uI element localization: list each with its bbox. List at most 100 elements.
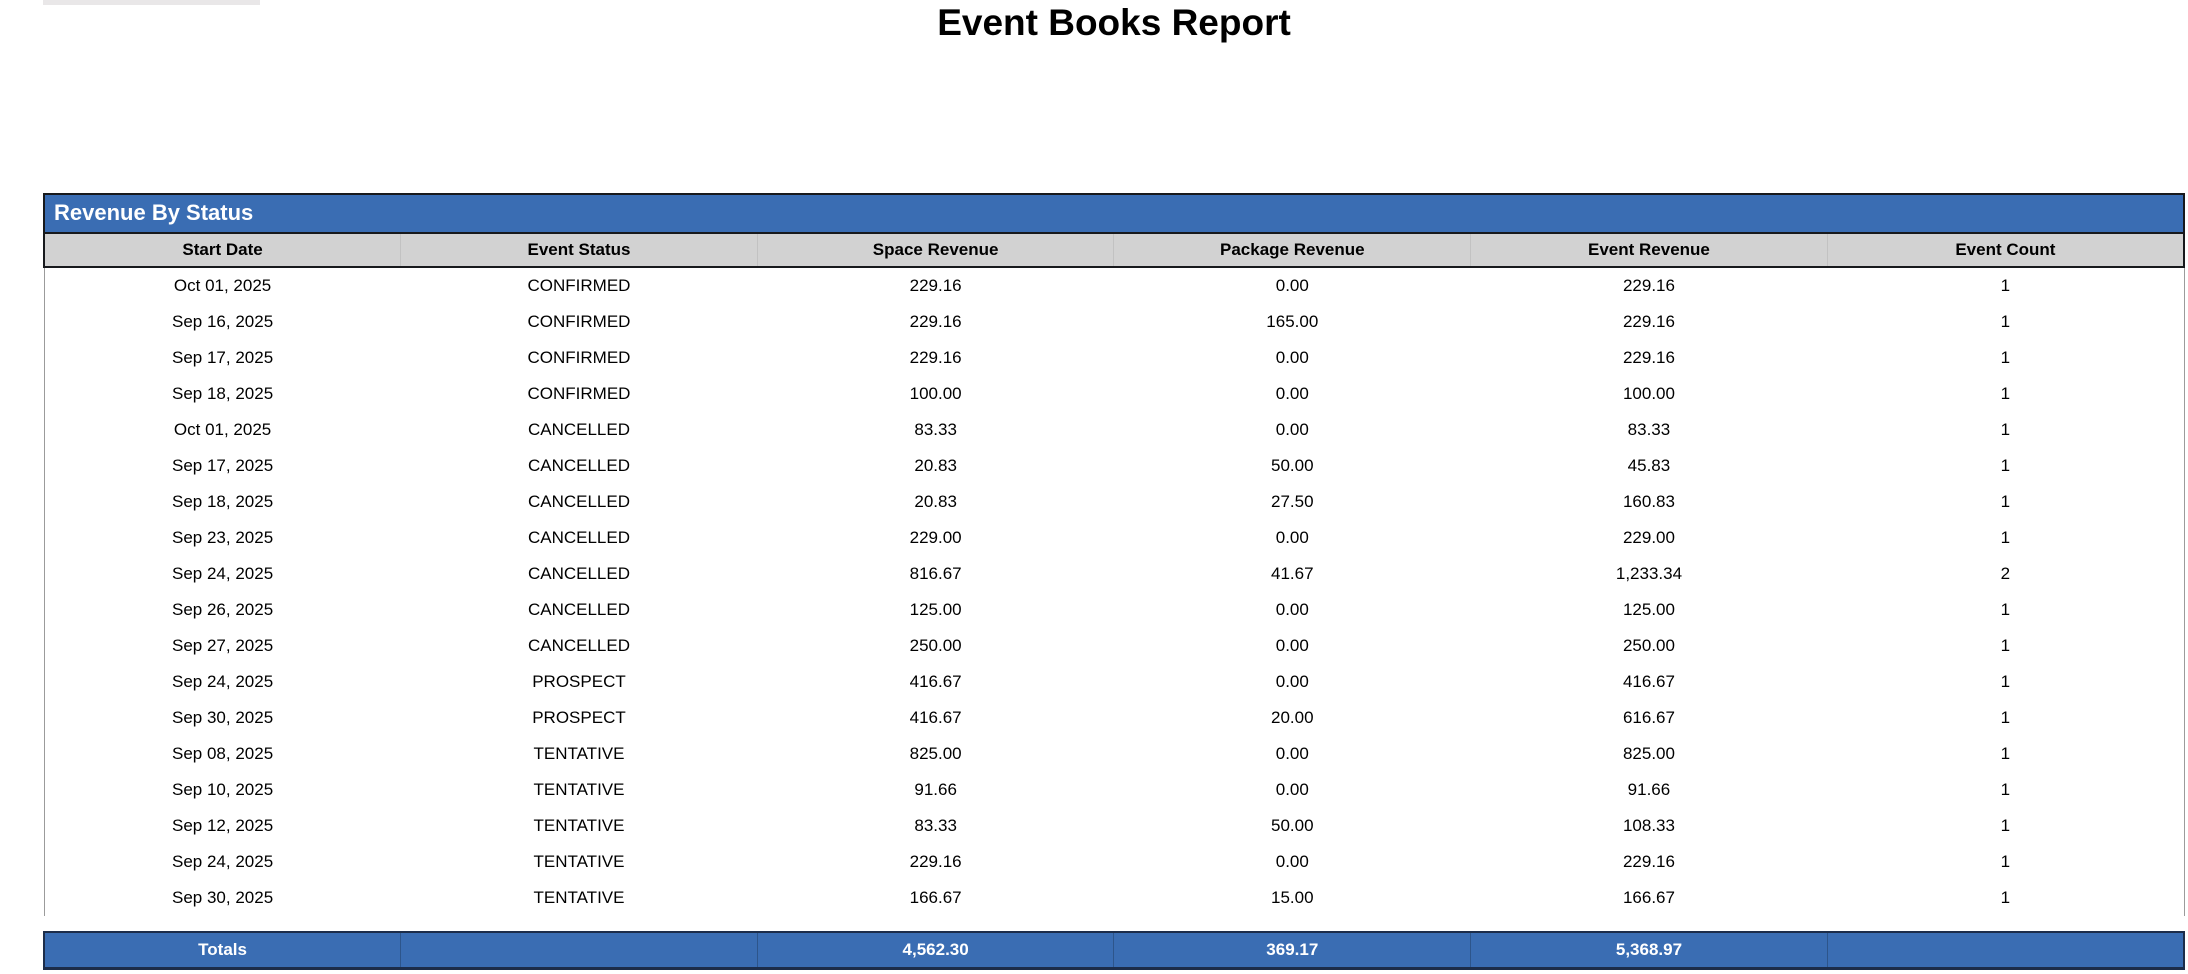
cell-event-count: 1 <box>1827 340 2185 376</box>
cell-event-revenue: 616.67 <box>1470 700 1828 736</box>
cell-event-revenue: 825.00 <box>1470 736 1828 772</box>
cell-package-revenue: 41.67 <box>1113 556 1471 592</box>
cell-event-revenue: 83.33 <box>1470 412 1828 448</box>
column-header-event-revenue: Event Revenue <box>1470 232 1828 268</box>
cell-start-date: Sep 23, 2025 <box>43 520 401 556</box>
totals-package-revenue: 369.17 <box>1113 931 1471 970</box>
cell-event-count: 1 <box>1827 880 2185 916</box>
cell-event-count: 1 <box>1827 520 2185 556</box>
cell-package-revenue: 0.00 <box>1113 736 1471 772</box>
table-row: Sep 17, 2025 CANCELLED 20.83 50.00 45.83… <box>43 448 2185 484</box>
column-header-package-revenue: Package Revenue <box>1113 232 1471 268</box>
cell-event-count: 2 <box>1827 556 2185 592</box>
cell-event-revenue: 45.83 <box>1470 448 1828 484</box>
cell-start-date: Sep 08, 2025 <box>43 736 401 772</box>
cell-event-revenue: 229.00 <box>1470 520 1828 556</box>
cell-event-status: CANCELLED <box>400 592 758 628</box>
cell-event-count: 1 <box>1827 412 2185 448</box>
cell-event-status: TENTATIVE <box>400 772 758 808</box>
cell-event-revenue: 229.16 <box>1470 340 1828 376</box>
cell-package-revenue: 0.00 <box>1113 267 1471 304</box>
cell-start-date: Sep 18, 2025 <box>43 376 401 412</box>
table-row: Sep 10, 2025 TENTATIVE 91.66 0.00 91.66 … <box>43 772 2185 808</box>
cell-start-date: Sep 26, 2025 <box>43 592 401 628</box>
cell-event-count: 1 <box>1827 628 2185 664</box>
column-header-event-count: Event Count <box>1826 232 2185 268</box>
cell-package-revenue: 0.00 <box>1113 772 1471 808</box>
cell-event-revenue: 91.66 <box>1470 772 1828 808</box>
cell-space-revenue: 825.00 <box>757 736 1114 772</box>
cell-event-revenue: 416.67 <box>1470 664 1828 700</box>
table-row: Oct 01, 2025 CANCELLED 83.33 0.00 83.33 … <box>43 412 2185 448</box>
cell-event-status: TENTATIVE <box>400 808 758 844</box>
cell-start-date: Sep 10, 2025 <box>43 772 401 808</box>
column-header-event-status: Event Status <box>400 232 758 268</box>
cell-event-revenue: 108.33 <box>1470 808 1828 844</box>
cell-space-revenue: 125.00 <box>757 592 1114 628</box>
table-row: Sep 24, 2025 TENTATIVE 229.16 0.00 229.1… <box>43 844 2185 880</box>
cell-start-date: Oct 01, 2025 <box>43 267 401 304</box>
cell-start-date: Sep 24, 2025 <box>43 844 401 880</box>
cell-event-count: 1 <box>1827 592 2185 628</box>
cell-event-status: PROSPECT <box>400 700 758 736</box>
page-title: Event Books Report <box>937 2 1291 43</box>
totals-row: Totals 4,562.30 369.17 5,368.97 <box>43 931 2185 970</box>
cell-event-status: PROSPECT <box>400 664 758 700</box>
cell-event-status: CANCELLED <box>400 484 758 520</box>
section-header: Revenue By Status <box>43 193 2185 232</box>
cell-start-date: Sep 30, 2025 <box>43 880 401 916</box>
cell-start-date: Oct 01, 2025 <box>43 412 401 448</box>
cell-space-revenue: 416.67 <box>757 700 1114 736</box>
cell-event-count: 1 <box>1827 304 2185 340</box>
cell-event-status: CANCELLED <box>400 520 758 556</box>
cell-space-revenue: 229.16 <box>757 304 1114 340</box>
report-table: Start Date Event Status Space Revenue Pa… <box>43 232 2185 970</box>
cell-package-revenue: 0.00 <box>1113 520 1471 556</box>
cell-event-count: 1 <box>1827 448 2185 484</box>
cell-event-status: CONFIRMED <box>400 304 758 340</box>
spacer-row <box>44 916 2184 932</box>
cell-event-status: TENTATIVE <box>400 880 758 916</box>
totals-event-revenue: 5,368.97 <box>1470 931 1828 970</box>
cell-space-revenue: 416.67 <box>757 664 1114 700</box>
cell-event-revenue: 166.67 <box>1470 880 1828 916</box>
cell-event-status: CANCELLED <box>400 556 758 592</box>
cell-space-revenue: 229.00 <box>757 520 1114 556</box>
cell-package-revenue: 0.00 <box>1113 664 1471 700</box>
cell-event-count: 1 <box>1827 376 2185 412</box>
cell-event-count: 1 <box>1827 267 2185 304</box>
table-row: Sep 27, 2025 CANCELLED 250.00 0.00 250.0… <box>43 628 2185 664</box>
cell-space-revenue: 166.67 <box>757 880 1114 916</box>
cell-package-revenue: 0.00 <box>1113 592 1471 628</box>
cell-space-revenue: 83.33 <box>757 808 1114 844</box>
cell-event-count: 1 <box>1827 736 2185 772</box>
table-row: Sep 18, 2025 CANCELLED 20.83 27.50 160.8… <box>43 484 2185 520</box>
cell-event-revenue: 1,233.34 <box>1470 556 1828 592</box>
totals-label: Totals <box>43 931 401 970</box>
cell-event-status: CANCELLED <box>400 412 758 448</box>
table-row: Sep 12, 2025 TENTATIVE 83.33 50.00 108.3… <box>43 808 2185 844</box>
cell-event-status: TENTATIVE <box>400 844 758 880</box>
cell-event-revenue: 250.00 <box>1470 628 1828 664</box>
column-header-space-revenue: Space Revenue <box>756 232 1114 268</box>
table-row: Sep 30, 2025 PROSPECT 416.67 20.00 616.6… <box>43 700 2185 736</box>
cell-package-revenue: 0.00 <box>1113 340 1471 376</box>
table-row: Sep 16, 2025 CONFIRMED 229.16 165.00 229… <box>43 304 2185 340</box>
header-row: Start Date Event Status Space Revenue Pa… <box>43 232 2185 268</box>
cell-event-revenue: 229.16 <box>1470 267 1828 304</box>
cell-event-status: CANCELLED <box>400 628 758 664</box>
cell-event-revenue: 160.83 <box>1470 484 1828 520</box>
totals-event-status <box>400 931 758 970</box>
cell-start-date: Sep 18, 2025 <box>43 484 401 520</box>
table-row: Oct 01, 2025 CONFIRMED 229.16 0.00 229.1… <box>43 267 2185 304</box>
cell-event-revenue: 125.00 <box>1470 592 1828 628</box>
table-body: Oct 01, 2025 CONFIRMED 229.16 0.00 229.1… <box>43 267 2185 932</box>
cell-package-revenue: 20.00 <box>1113 700 1471 736</box>
cell-event-count: 1 <box>1827 844 2185 880</box>
cell-event-count: 1 <box>1827 772 2185 808</box>
cell-start-date: Sep 30, 2025 <box>43 700 401 736</box>
table-footer: Totals 4,562.30 369.17 5,368.97 <box>43 931 2185 970</box>
cell-event-status: TENTATIVE <box>400 736 758 772</box>
table-row: Sep 24, 2025 PROSPECT 416.67 0.00 416.67… <box>43 664 2185 700</box>
table-row: Sep 18, 2025 CONFIRMED 100.00 0.00 100.0… <box>43 376 2185 412</box>
